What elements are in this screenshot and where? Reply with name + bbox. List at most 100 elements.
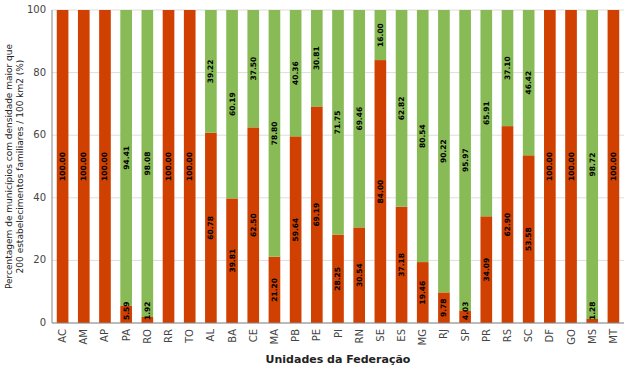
bar-segment bbox=[99, 10, 111, 11]
x-tick-label: PA bbox=[121, 329, 132, 341]
data-label: 98.08 bbox=[143, 152, 152, 176]
data-label: 40.36 bbox=[291, 61, 300, 85]
x-tick-label: CE bbox=[248, 329, 259, 342]
data-label: 100.00 bbox=[58, 152, 67, 181]
x-axis-line bbox=[52, 323, 624, 324]
x-tick-label: RJ bbox=[438, 329, 449, 339]
data-label: 100.00 bbox=[164, 152, 173, 181]
bar-segment bbox=[120, 10, 132, 306]
data-label: 37.18 bbox=[397, 253, 406, 277]
y-tick-label: 20 bbox=[33, 254, 46, 265]
bar-segment bbox=[205, 133, 217, 323]
x-tick-label: RN bbox=[354, 329, 365, 343]
data-label: 4.03 bbox=[461, 301, 470, 320]
bar-segment bbox=[99, 10, 111, 323]
y-axis-line bbox=[52, 10, 53, 323]
bar-segment bbox=[459, 10, 471, 310]
data-label: 62.50 bbox=[249, 213, 258, 237]
data-label: 69.46 bbox=[355, 107, 364, 131]
y-tick-label: 0 bbox=[40, 317, 46, 328]
x-tick-label: PI bbox=[333, 329, 344, 338]
bar-segment bbox=[311, 106, 323, 323]
y-axis-title: Percentagem de municípios com densidade … bbox=[4, 43, 25, 289]
data-label: 1.28 bbox=[588, 301, 597, 320]
x-tick-label: SP bbox=[460, 329, 471, 341]
bar-segment bbox=[565, 10, 577, 323]
bar-segment bbox=[332, 10, 344, 235]
bar-segment bbox=[247, 127, 259, 323]
bar-segment bbox=[523, 155, 535, 323]
data-label: 53.58 bbox=[524, 227, 533, 251]
bar-segment bbox=[247, 10, 259, 127]
bar-segment bbox=[57, 10, 69, 323]
bar-segment bbox=[608, 10, 620, 11]
data-label: 9.78 bbox=[439, 298, 448, 317]
data-label: 39.22 bbox=[206, 60, 215, 84]
x-tick-label: RS bbox=[502, 329, 513, 342]
data-label: 37.50 bbox=[249, 57, 258, 81]
x-tick-label: MS bbox=[587, 329, 598, 344]
bars bbox=[57, 10, 619, 323]
bar-segment bbox=[311, 10, 323, 106]
data-label: 100.00 bbox=[185, 152, 194, 181]
data-label: 62.90 bbox=[503, 213, 512, 237]
bar-segment bbox=[396, 207, 408, 323]
data-label: 62.82 bbox=[397, 96, 406, 120]
bar-segment bbox=[269, 10, 281, 257]
x-tick-label: BA bbox=[227, 329, 238, 343]
data-label: 1.92 bbox=[143, 301, 152, 320]
data-label: 98.72 bbox=[588, 153, 597, 177]
x-tick-label: MT bbox=[608, 328, 619, 344]
y-tick-label: 100 bbox=[27, 4, 46, 15]
bar-segment bbox=[438, 292, 450, 323]
bar-segment bbox=[353, 227, 365, 323]
bar-segment bbox=[417, 10, 429, 262]
data-label: 39.81 bbox=[228, 249, 237, 273]
bar-segment bbox=[502, 10, 514, 126]
bar-segment bbox=[544, 10, 556, 323]
x-tick-label: TO bbox=[184, 329, 195, 344]
data-label: 19.46 bbox=[418, 281, 427, 305]
x-tick-label: PB bbox=[290, 329, 301, 342]
x-tick-label: AL bbox=[205, 329, 216, 342]
data-label: 80.54 bbox=[418, 124, 427, 148]
bar-segment bbox=[184, 10, 196, 11]
x-tick-label: PE bbox=[311, 329, 322, 341]
data-label: 100.00 bbox=[609, 152, 618, 181]
x-tick-label: ES bbox=[396, 329, 407, 342]
bar-segment bbox=[57, 10, 69, 11]
bar-segment bbox=[184, 10, 196, 323]
bar-segment bbox=[78, 10, 90, 11]
bar-segment bbox=[205, 10, 217, 133]
data-label: 60.78 bbox=[206, 216, 215, 240]
data-label: 16.00 bbox=[376, 23, 385, 47]
grid bbox=[52, 10, 624, 323]
chart: 020406080100100.00100.00100.005.591.9210… bbox=[0, 0, 632, 371]
x-tick-label: AM bbox=[78, 329, 89, 344]
bar-segment bbox=[163, 10, 175, 11]
data-label: 65.91 bbox=[482, 101, 491, 125]
bar-segment bbox=[78, 10, 90, 323]
data-label: 60.19 bbox=[228, 92, 237, 116]
x-axis-title: Unidades da Federação bbox=[266, 353, 411, 366]
data-label: 90.22 bbox=[439, 139, 448, 163]
data-label: 21.20 bbox=[270, 278, 279, 302]
bar-segment bbox=[353, 10, 365, 227]
x-tick-label: GO bbox=[566, 329, 577, 345]
data-label: 100.00 bbox=[567, 152, 576, 181]
bar-segment bbox=[544, 10, 556, 11]
data-label: 30.81 bbox=[312, 46, 321, 70]
data-label: 59.64 bbox=[291, 218, 300, 242]
data-label: 34.09 bbox=[482, 258, 491, 282]
bar-segment bbox=[269, 257, 281, 323]
x-tick-label: DF bbox=[544, 329, 555, 343]
y-tick-label: 80 bbox=[33, 67, 46, 78]
chart-container: 020406080100100.00100.00100.005.591.9210… bbox=[0, 0, 632, 371]
data-label: 100.00 bbox=[79, 152, 88, 181]
bar-segment bbox=[226, 10, 238, 198]
data-labels: 100.00100.00100.005.591.92100.00100.0060… bbox=[58, 23, 618, 320]
bar-segment bbox=[586, 10, 598, 319]
x-tick-label: RR bbox=[163, 329, 174, 343]
x-tick-label: SC bbox=[523, 329, 534, 342]
bar-segment bbox=[480, 216, 492, 323]
